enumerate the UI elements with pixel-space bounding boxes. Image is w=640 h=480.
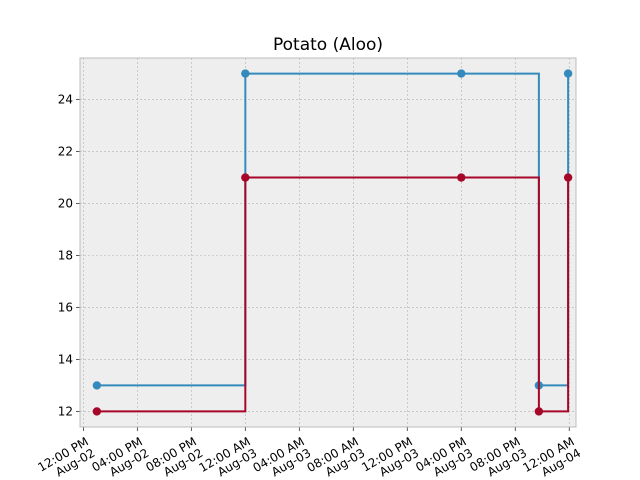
x-tick-label: 08:00 AMAug-03 bbox=[304, 434, 367, 480]
chart-title: Potato (Aloo) bbox=[273, 35, 383, 55]
data-point bbox=[241, 173, 250, 182]
x-tick-label: 12:00 AMAug-03 bbox=[196, 434, 259, 480]
y-tick-label: 22 bbox=[58, 145, 73, 159]
x-tick-label: 12:00 PMAug-02 bbox=[35, 434, 97, 480]
y-tick-label: 20 bbox=[58, 197, 73, 211]
x-tick-label: 08:00 PMAug-03 bbox=[467, 434, 529, 480]
y-tick-label: 18 bbox=[58, 248, 73, 262]
y-tick-label: 12 bbox=[58, 404, 73, 418]
x-tick-label: 12:00 PMAug-03 bbox=[359, 434, 421, 480]
data-point bbox=[563, 69, 573, 78]
data-point bbox=[534, 407, 544, 416]
data-point bbox=[457, 173, 466, 182]
x-tick-label: 04:00 AMAug-03 bbox=[250, 434, 313, 480]
data-point bbox=[563, 173, 573, 182]
data-point bbox=[241, 69, 250, 78]
x-tick-label: 08:00 PMAug-02 bbox=[143, 434, 205, 480]
plot-frame bbox=[79, 57, 577, 428]
grid bbox=[80, 58, 576, 427]
x-tick-label: 04:00 PMAug-02 bbox=[89, 434, 151, 480]
x-tick-label: 04:00 PMAug-03 bbox=[413, 434, 475, 480]
data-point bbox=[92, 407, 102, 416]
data-point bbox=[92, 381, 102, 390]
data-point bbox=[457, 69, 466, 78]
y-tick-label: 24 bbox=[58, 93, 73, 107]
x-tick-label: 12:00 AMAug-04 bbox=[520, 434, 583, 480]
y-tick-label: 16 bbox=[58, 300, 73, 314]
y-tick-label: 14 bbox=[58, 352, 73, 366]
series-group bbox=[92, 69, 573, 416]
series-line-2 bbox=[96, 176, 570, 413]
plot-area bbox=[80, 58, 576, 427]
